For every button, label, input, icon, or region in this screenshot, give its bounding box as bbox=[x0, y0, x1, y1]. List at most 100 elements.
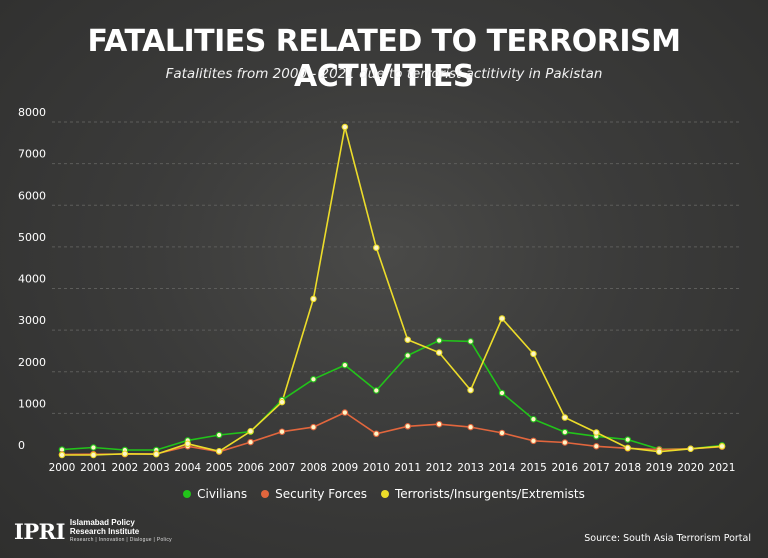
legend-item-terrorists: Terrorists/Insurgents/Extremists bbox=[380, 487, 585, 501]
data-point-terrorists-insurgents-extremists bbox=[624, 444, 631, 452]
data-point-security-forces bbox=[341, 409, 349, 416]
data-point-terrorists-insurgents-extremists bbox=[655, 448, 663, 455]
x-tick-label: 2006 bbox=[237, 462, 264, 474]
data-point-terrorists-insurgents-extremists bbox=[498, 315, 506, 322]
x-tick-label: 2002 bbox=[111, 462, 138, 474]
x-tick-label: 2021 bbox=[709, 462, 736, 474]
data-point-security-forces bbox=[561, 439, 569, 446]
data-point-civilians bbox=[215, 431, 223, 439]
data-point-civilians bbox=[530, 415, 537, 423]
data-point-security-forces bbox=[498, 429, 506, 437]
x-tick-label: 2016 bbox=[552, 462, 579, 474]
data-point-civilians bbox=[90, 444, 97, 451]
data-point-security-forces bbox=[404, 423, 411, 430]
x-tick-label: 2009 bbox=[332, 462, 359, 474]
data-point-terrorists-insurgents-extremists bbox=[687, 445, 694, 453]
series-markers bbox=[58, 123, 726, 459]
data-point-terrorists-insurgents-extremists bbox=[435, 349, 443, 356]
logo-tagline: Research | Innovation | Dialogue | Polic… bbox=[69, 537, 172, 544]
data-point-terrorists-insurgents-extremists bbox=[404, 336, 411, 343]
legend-item-civilians: Civilians bbox=[183, 487, 247, 501]
data-point-civilians bbox=[341, 361, 349, 369]
data-point-terrorists-insurgents-extremists bbox=[278, 398, 286, 406]
data-point-security-forces bbox=[278, 428, 286, 435]
data-point-civilians bbox=[404, 352, 411, 359]
data-point-terrorists-insurgents-extremists bbox=[58, 451, 66, 459]
legend-label-terrorists: Terrorists/Insurgents/Extremists bbox=[394, 487, 585, 501]
series-lines bbox=[61, 126, 723, 456]
series-line-security-forces bbox=[61, 411, 723, 456]
legend-swatch-terrorists bbox=[380, 490, 389, 498]
series-line-civilians bbox=[61, 339, 723, 451]
x-tick-label: 2004 bbox=[174, 462, 201, 474]
y-tick-label: 0 bbox=[18, 439, 25, 452]
x-axis-ticks: 2000 2001 2002 2003 2004 2005 2006 2007 2008 2009… bbox=[49, 462, 736, 474]
data-point-security-forces bbox=[593, 443, 600, 450]
data-point-terrorists-insurgents-extremists bbox=[215, 448, 223, 455]
data-point-civilians bbox=[498, 389, 506, 397]
logo-mark: IPRI bbox=[14, 519, 65, 544]
series-line-terrorists-insurgents-extremists bbox=[62, 126, 723, 456]
gridlines bbox=[52, 121, 740, 414]
chart-title: FATALITIES RELATED TO TERRORISM ACTIVITI… bbox=[87, 24, 681, 94]
data-point-terrorists-insurgents-extremists bbox=[593, 429, 600, 436]
logo-name-line2: Research Institute bbox=[69, 526, 140, 536]
data-point-security-forces bbox=[530, 437, 537, 445]
y-tick-label: 8000 bbox=[18, 106, 46, 119]
x-tick-label: 2001 bbox=[80, 462, 107, 474]
data-point-civilians bbox=[561, 428, 569, 436]
data-point-security-forces bbox=[435, 420, 443, 428]
legend-swatch-civilians bbox=[183, 490, 192, 498]
x-tick-label: 2013 bbox=[457, 462, 484, 474]
data-point-terrorists-insurgents-extremists bbox=[718, 443, 726, 450]
x-tick-label: 2011 bbox=[394, 462, 421, 474]
x-tick-label: 2012 bbox=[426, 462, 453, 474]
data-point-terrorists-insurgents-extremists bbox=[561, 414, 569, 421]
data-point-terrorists-insurgents-extremists bbox=[247, 428, 254, 435]
x-tick-label: 2015 bbox=[520, 462, 547, 474]
data-point-civilians bbox=[624, 436, 631, 443]
y-tick-label: 3000 bbox=[18, 314, 46, 327]
data-point-terrorists-insurgents-extremists bbox=[530, 350, 537, 358]
legend-swatch-security-forces bbox=[261, 490, 270, 498]
logo-text: Islamabad Policy Research Institute Rese… bbox=[70, 519, 172, 543]
data-point-security-forces bbox=[247, 438, 254, 446]
data-point-civilians bbox=[310, 375, 317, 383]
ipri-logo: IPRI Islamabad Policy Research Institute… bbox=[14, 519, 172, 544]
y-tick-label: 5000 bbox=[18, 231, 46, 244]
x-tick-label: 2010 bbox=[363, 462, 390, 474]
x-tick-label: 2005 bbox=[206, 462, 233, 474]
data-point-terrorists-insurgents-extremists bbox=[121, 450, 129, 458]
legend-label-civilians: Civilians bbox=[197, 487, 248, 501]
data-point-security-forces bbox=[310, 423, 317, 431]
x-tick-label: 2019 bbox=[646, 462, 673, 474]
legend-item-security-forces: Security Forces bbox=[261, 487, 367, 501]
data-point-security-forces bbox=[467, 423, 474, 431]
legend: Civilians Security Forces Terrorists/Ins… bbox=[0, 487, 768, 501]
x-tick-label: 2008 bbox=[300, 462, 327, 474]
source-note: Source: South Asia Terrorism Portal bbox=[584, 533, 751, 544]
chart-subtitle: Fatalitites from 2000 - 2021 due to terr… bbox=[165, 66, 603, 82]
data-point-terrorists-insurgents-extremists bbox=[90, 451, 97, 459]
x-tick-label: 2014 bbox=[489, 462, 516, 474]
x-tick-label: 2018 bbox=[614, 462, 641, 474]
y-tick-label: 1000 bbox=[18, 397, 46, 410]
data-point-civilians bbox=[373, 387, 380, 394]
data-point-civilians bbox=[467, 338, 474, 345]
x-tick-label: 2000 bbox=[49, 462, 76, 474]
y-axis-ticks: 0 1000 2000 3000 4000 5000 6000 7000 8000 bbox=[18, 106, 46, 452]
data-point-civilians bbox=[435, 337, 443, 344]
y-tick-label: 2000 bbox=[18, 356, 46, 369]
x-tick-label: 2020 bbox=[677, 462, 704, 474]
x-tick-label: 2007 bbox=[269, 462, 296, 474]
x-tick-label: 2003 bbox=[143, 462, 170, 474]
legend-label-security-forces: Security Forces bbox=[275, 487, 367, 501]
data-point-terrorists-insurgents-extremists bbox=[310, 295, 317, 303]
y-tick-label: 6000 bbox=[18, 189, 46, 202]
y-tick-label: 7000 bbox=[18, 148, 46, 161]
data-point-terrorists-insurgents-extremists bbox=[341, 123, 349, 131]
logo-name-line1: Islamabad Policy bbox=[69, 518, 135, 528]
data-point-security-forces bbox=[373, 430, 380, 438]
data-point-terrorists-insurgents-extremists bbox=[373, 244, 380, 251]
